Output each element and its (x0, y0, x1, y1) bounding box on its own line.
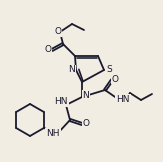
Text: O: O (44, 46, 52, 54)
Text: S: S (106, 65, 112, 75)
Text: N: N (83, 91, 89, 99)
Text: HN: HN (116, 94, 130, 104)
Text: O: O (111, 75, 119, 83)
Text: N: N (69, 65, 75, 75)
Text: HN: HN (54, 98, 68, 106)
Text: O: O (54, 28, 61, 36)
Text: NH: NH (46, 128, 60, 138)
Text: O: O (82, 120, 89, 128)
